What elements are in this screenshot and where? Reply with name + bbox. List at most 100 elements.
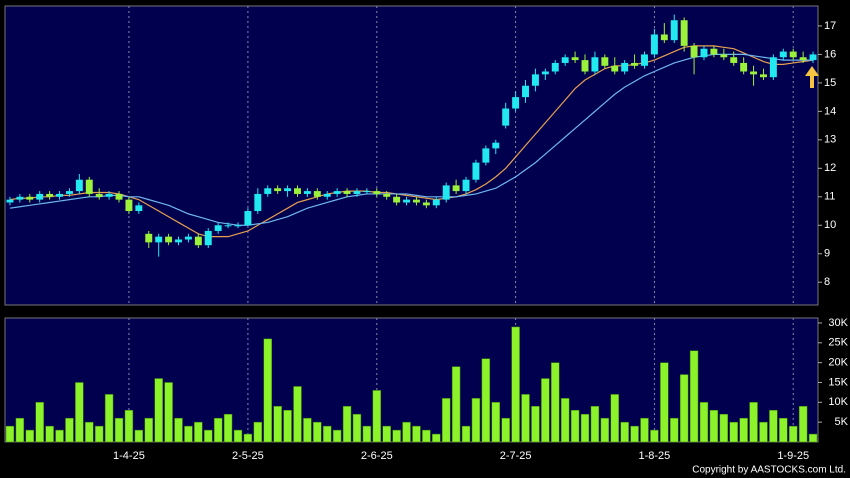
candle-body [26,196,34,200]
volume-bar [204,429,213,443]
volume-bar [551,362,560,443]
candle-body [383,193,391,197]
candle-body [284,188,292,192]
candle-body [720,54,728,58]
candle-body [184,236,192,240]
candle-body [264,188,272,194]
volume-bar [422,429,431,443]
volume-bar [104,394,114,443]
volume-bar [154,378,163,443]
candle-body [393,196,401,203]
volume-bar [5,425,15,443]
volume-bar [719,413,729,443]
x-tick-label: 2-6-25 [361,450,393,462]
volume-bar [769,410,778,443]
candle-body [631,62,639,66]
y-tick-label: 20K [828,357,848,369]
volume-bar [223,413,233,443]
candle-body [333,191,341,194]
candle-body [809,54,817,61]
candle-body [472,162,480,180]
volume-bar [164,382,173,443]
candle-body [353,191,361,194]
volume-bar [461,425,471,443]
volume-bar [134,429,144,443]
candle-body [452,185,460,192]
y-tick-label: 10 [824,219,836,231]
volume-bar [570,410,580,443]
candle-body [482,148,490,163]
volume-bar [689,350,699,443]
volume-bar [263,338,272,443]
volume-bar [729,421,738,443]
volume-bar [194,421,203,443]
candle-body [254,193,262,212]
candle-body [214,225,222,231]
candle-body [571,57,579,61]
volume-bar [35,402,44,443]
y-tick-label: 16 [824,48,836,60]
volume-bar [253,421,263,443]
candle-body [343,191,351,194]
volume-bar [25,429,35,443]
y-tick-label: 10K [828,396,848,408]
y-tick-label: 12 [824,162,836,174]
volume-bar [749,402,758,443]
candle-body [36,193,44,200]
moving-average-line [9,53,814,226]
volume-bar [213,417,223,443]
candle-body [432,199,440,206]
candle-body [303,191,311,194]
volume-bar [85,421,94,443]
volume-bar [55,429,64,443]
volume-bar [590,406,600,443]
volume-bar [65,417,74,443]
volume-bar [808,433,818,443]
volume-bar [352,413,362,443]
volume-bar [392,429,401,443]
volume-bar [45,425,54,443]
candle-body [492,142,500,149]
candle-body [581,60,589,72]
volume-bar [640,417,649,443]
volume-bar [679,374,689,443]
last-price-arrow [805,66,819,88]
volume-bar [233,429,243,443]
y-tick-label: 13 [824,134,836,146]
candle-body [85,179,93,194]
candle-body [502,108,510,126]
x-tick-label: 2-5-25 [232,450,264,462]
candle-body [769,57,777,78]
volume-bar [481,358,491,443]
volume-bar [124,410,134,443]
candle-body [412,199,420,203]
volume-bar [15,417,25,443]
candle-body [56,193,64,197]
candle-body [442,185,450,200]
candle-body [422,202,430,206]
volume-bar [323,425,332,443]
volume-bar [491,402,500,443]
volume-bar [501,417,510,443]
candle-body [204,230,212,246]
volume-bar [184,425,193,443]
volume-bar [75,382,84,443]
volume-bar [541,378,550,443]
volume-bar [699,402,709,443]
y-tick-label: 17 [824,20,836,32]
candle-body [740,62,748,72]
candle-body [799,57,807,61]
candle-body [46,193,54,197]
volume-bar [739,417,748,443]
volume-bar [144,417,153,443]
candle-body [591,57,599,72]
x-tick-label: 1-8-25 [639,450,671,462]
candle-body [234,225,242,227]
volume-bar [610,394,619,443]
y-tick-label: 14 [824,105,836,117]
volume-bar [313,421,322,443]
volume-bar [451,366,461,443]
candle-body [730,57,738,63]
volume-bar [332,429,342,443]
